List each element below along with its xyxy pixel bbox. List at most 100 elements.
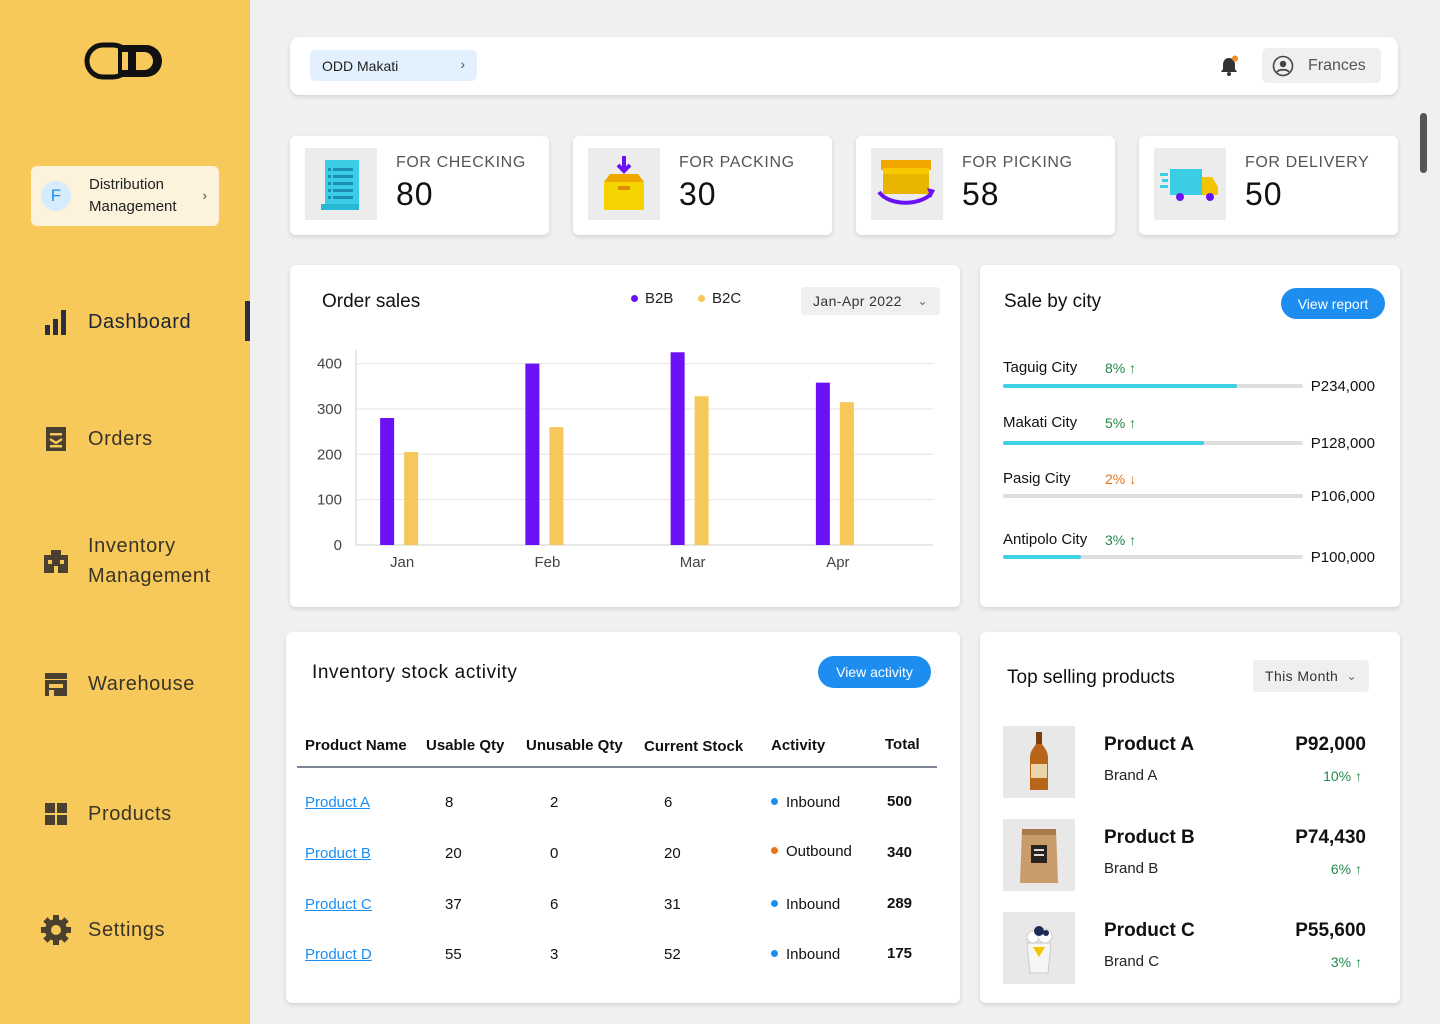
product-brand: Brand C	[1104, 953, 1160, 970]
legend-item-b2b: B2B	[631, 290, 673, 307]
activity-label: Inbound	[786, 896, 841, 913]
view-report-button[interactable]: View report	[1281, 288, 1385, 319]
column-header[interactable]: Total	[885, 736, 920, 753]
product-name-link[interactable]: Product A	[305, 794, 371, 811]
usable-qty-cell: 37	[445, 896, 462, 913]
city-growth: 2% ↓	[1105, 471, 1137, 487]
product-price: P74,430	[1295, 827, 1366, 848]
date-range-value: Jan-Apr 2022	[813, 293, 902, 309]
arrow-up-icon: ↑	[1129, 415, 1137, 431]
city-amount: P128,000	[1310, 435, 1375, 452]
organization-switcher[interactable]: F Distribution Management ›	[31, 166, 219, 226]
product-growth: 10% ↑	[1323, 768, 1362, 784]
product-image-dessert-cup	[1003, 912, 1075, 984]
active-nav-indicator	[245, 301, 250, 341]
city-row[interactable]: Antipolo City 3% ↑ P100,000	[1003, 531, 1375, 571]
top-product-item[interactable]: Product B Brand B P74,430 6% ↑	[1003, 819, 1366, 891]
nav-item-warehouse[interactable]: Warehouse	[40, 668, 195, 700]
city-growth: 3% ↑	[1105, 532, 1137, 548]
nav-label: Warehouse	[88, 673, 195, 695]
stat-card-for-delivery[interactable]: FOR DELIVERY 50	[1139, 136, 1398, 235]
brand-logo[interactable]	[84, 42, 164, 80]
top-product-item[interactable]: Product A Brand A P92,000 10% ↑	[1003, 726, 1366, 798]
receipt-icon	[305, 148, 377, 220]
bar-b2b-mar[interactable]	[670, 352, 685, 545]
order-sales-title: Order sales	[322, 291, 421, 312]
product-name-link[interactable]: Product D	[305, 946, 372, 963]
sale-by-city-title: Sale by city	[1004, 291, 1102, 312]
order-sales-chart: 0 100 200 300 400 Jan Feb Mar Apr	[317, 350, 933, 571]
product-name-link[interactable]: Product C	[305, 896, 372, 913]
city-amount: P106,000	[1310, 488, 1375, 505]
product-brand: Brand B	[1104, 860, 1159, 877]
city-amount: P234,000	[1310, 378, 1375, 395]
nav-item-inventory-management[interactable]: Inventory Management	[40, 531, 228, 591]
grid-icon	[40, 798, 72, 830]
view-activity-button[interactable]: View activity	[818, 656, 931, 688]
chevron-right-icon: ›	[460, 56, 465, 72]
bar-b2b-jan[interactable]	[380, 418, 395, 545]
stat-card-for-picking[interactable]: FOR PICKING 58	[856, 136, 1115, 235]
total-cell: 175	[887, 945, 913, 962]
unusable-qty-cell: 0	[550, 845, 559, 862]
city-share-bar	[1003, 384, 1303, 388]
city-row[interactable]: Pasig City 2% ↓ P106,000	[1003, 470, 1375, 510]
total-cell: 340	[887, 844, 913, 861]
y-tick-label: 300	[317, 401, 342, 418]
city-share-fill	[1003, 384, 1237, 388]
top-products-title: Top selling products	[1007, 667, 1175, 688]
date-range-dropdown[interactable]: Jan-Apr 2022 ⌄	[801, 287, 940, 315]
location-label: ODD Makati	[322, 57, 399, 74]
unusable-qty-cell: 6	[550, 896, 559, 913]
bar-b2c-jan[interactable]	[404, 452, 419, 545]
legend-label: B2C	[712, 290, 742, 307]
bar-b2c-apr[interactable]	[839, 402, 854, 545]
top-product-item[interactable]: Product C Brand C P55,600 3% ↑	[1003, 912, 1366, 984]
building-icon	[40, 545, 72, 577]
legend-dot	[698, 295, 705, 302]
column-header[interactable]: Product Name	[305, 737, 407, 754]
notification-bell-icon[interactable]	[1218, 55, 1240, 77]
nav-item-dashboard[interactable]: Dashboard	[40, 306, 191, 338]
bar-b2c-mar[interactable]	[694, 396, 709, 545]
nav-item-orders[interactable]: Orders	[40, 423, 153, 455]
column-header[interactable]: Usable Qty	[426, 737, 505, 754]
product-name-link[interactable]: Product B	[305, 845, 371, 862]
nav-label: Products	[88, 803, 172, 825]
user-avatar-icon	[1272, 55, 1294, 76]
x-tick-label: Feb	[534, 554, 560, 571]
activity-label: Inbound	[786, 794, 841, 811]
user-menu[interactable]: Frances	[1262, 48, 1381, 83]
bar-b2b-feb[interactable]	[525, 363, 540, 545]
clipboard-icon	[40, 423, 72, 455]
stat-label: FOR CHECKING	[396, 154, 526, 171]
current-stock-cell: 6	[664, 794, 673, 811]
city-share-bar	[1003, 494, 1303, 498]
chevron-down-icon: ⌄	[1346, 669, 1357, 683]
column-header[interactable]: Unusable Qty	[526, 737, 623, 754]
stat-label: FOR DELIVERY	[1245, 154, 1370, 171]
store-icon	[40, 668, 72, 700]
nav-item-settings[interactable]: Settings	[40, 914, 165, 946]
city-row[interactable]: Makati City 5% ↑ P128,000	[1003, 414, 1375, 454]
stat-card-for-packing[interactable]: FOR PACKING 30	[573, 136, 832, 235]
x-tick-label: Jan	[390, 554, 414, 571]
nav-label: Settings	[88, 919, 166, 941]
product-brand: Brand A	[1104, 767, 1158, 784]
page-scrollbar[interactable]	[1420, 113, 1427, 173]
stat-card-for-checking[interactable]: FOR CHECKING 80	[290, 136, 549, 235]
activity-cell: Inbound	[771, 946, 840, 963]
bar-b2c-feb[interactable]	[549, 427, 564, 545]
city-row[interactable]: Taguig City 8% ↑ P234,000	[1003, 359, 1375, 399]
nav-item-products[interactable]: Products	[40, 798, 172, 830]
activity-status-dot	[771, 797, 778, 805]
bar-chart-icon	[40, 306, 72, 338]
city-growth: 5% ↑	[1105, 415, 1137, 431]
period-dropdown[interactable]: This Month ⌄	[1253, 660, 1369, 692]
bar-b2b-apr[interactable]	[815, 382, 830, 545]
location-selector[interactable]: ODD Makati ›	[310, 50, 477, 81]
column-header[interactable]: Current Stock	[644, 738, 744, 755]
column-header[interactable]: Activity	[771, 737, 826, 754]
activity-label: Outbound	[786, 843, 852, 860]
user-name: Frances	[1308, 56, 1366, 74]
